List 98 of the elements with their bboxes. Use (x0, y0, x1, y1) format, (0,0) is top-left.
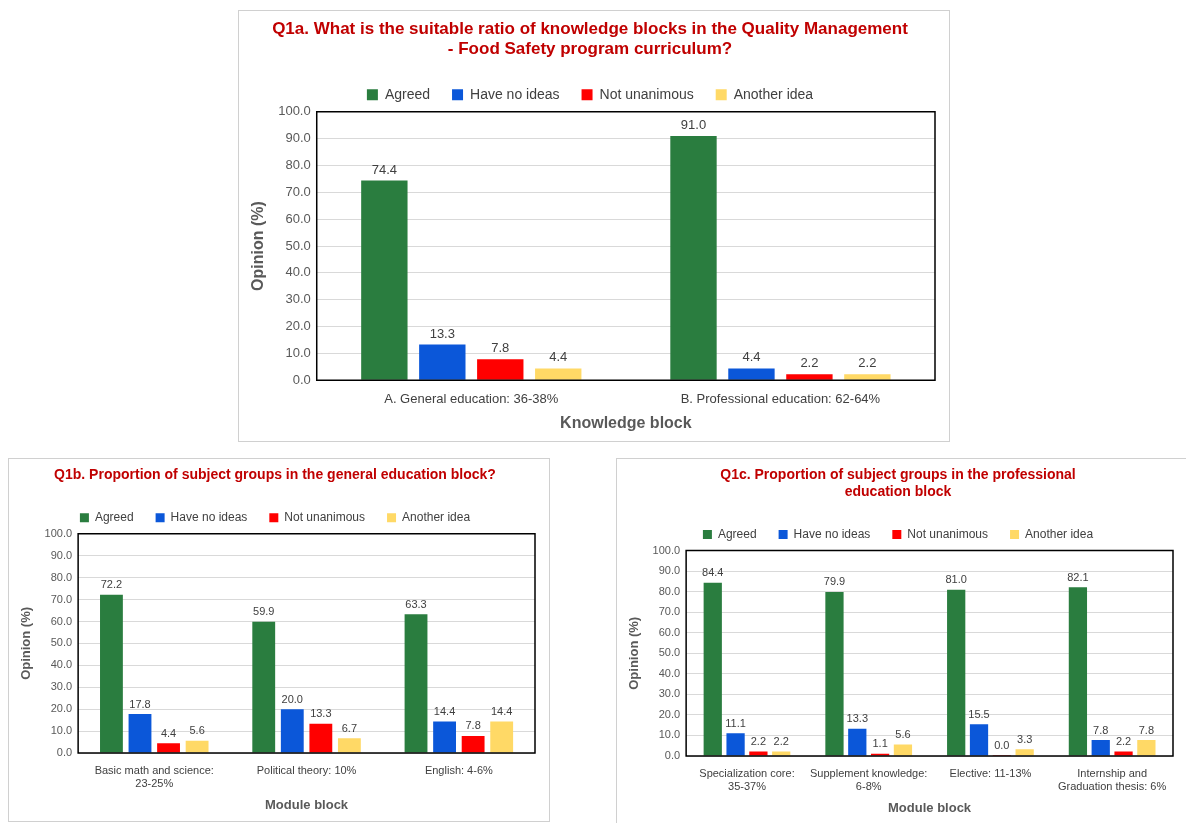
y-tick-label: 80.0 (658, 584, 681, 597)
x-tick-label: Internship and Graduation thesis: 6% (1058, 766, 1167, 792)
data-label: 4.4 (160, 726, 177, 739)
data-label: 17.8 (129, 697, 151, 710)
y-tick-label: 60.0 (50, 614, 73, 627)
data-label: 14.4 (490, 704, 513, 717)
data-label: 1.1 (872, 737, 888, 750)
data-label: 63.3 (405, 597, 427, 610)
x-tick-label: Specialization core: 35-37% (699, 766, 795, 792)
y-tick-label: 60.0 (285, 210, 311, 226)
x-tick-label: A. General education: 36-38% (384, 390, 559, 406)
legend-label: Agreed (717, 526, 757, 541)
y-tick-label: 0.0 (56, 746, 73, 759)
data-label: 72.2 (100, 578, 123, 591)
data-label: 91.0 (680, 117, 707, 133)
y-tick-label: 20.0 (285, 318, 311, 334)
x-axis-title: Module block (265, 796, 349, 812)
y-tick-label: 30.0 (50, 680, 73, 693)
data-label: 3.3 (1017, 732, 1033, 745)
y-tick-label: 90.0 (658, 564, 681, 577)
data-label: 81.0 (945, 573, 967, 586)
chart-title: Q1a. What is the suitable ratio of knowledge blocks in the Quality Management - Food Safety program curriculum? (272, 18, 909, 59)
legend-label: Have no ideas (170, 510, 248, 525)
x-tick-label: Basic math and science: 23-25% (94, 763, 214, 789)
x-tick-label: Supplement knowledge: 6-8% (809, 766, 928, 792)
data-label: 7.8 (1138, 723, 1155, 736)
legend-label: Have no ideas (470, 85, 560, 102)
legend-label: Not unanimous (284, 510, 366, 525)
chart-title: Q1b. Proportion of subject groups in the general education block? (54, 466, 496, 483)
y-tick-label: 100.0 (44, 526, 73, 539)
y-tick-label: 50.0 (658, 646, 681, 659)
y-axis-title: Opinion (%) (249, 201, 267, 291)
y-tick-label: 30.0 (285, 291, 311, 307)
data-label: 2.2 (800, 355, 819, 371)
y-tick-label: 90.0 (285, 130, 311, 146)
y-axis-title: Opinion (%) (18, 606, 34, 680)
data-label: 84.4 (702, 566, 724, 579)
data-label: 5.6 (895, 728, 911, 741)
data-label: 82.1 (1067, 570, 1089, 583)
data-label: 74.4 (371, 161, 398, 177)
legend-label: Another idea (402, 510, 471, 525)
data-label: 7.8 (1093, 723, 1109, 736)
x-tick-label: B. Professional education: 62-64% (680, 390, 881, 406)
y-tick-label: 10.0 (50, 724, 73, 737)
legend-label: Another idea (1025, 526, 1094, 541)
y-tick-label: 10.0 (658, 728, 681, 741)
legend-label: Agreed (94, 510, 134, 525)
y-tick-label: 30.0 (658, 687, 681, 700)
data-label: 4.4 (549, 349, 568, 365)
data-label: 2.2 (1115, 735, 1132, 748)
x-tick-label: Elective: 11-13% (949, 766, 1032, 779)
y-tick-label: 40.0 (285, 264, 311, 280)
y-tick-label: 40.0 (658, 666, 681, 679)
x-axis-title: Module block (888, 799, 972, 815)
x-tick-label: Political theory: 10% (256, 763, 357, 776)
legend-label: Have no ideas (793, 526, 871, 541)
legend-label: Not unanimous (599, 85, 694, 102)
data-label: 13.3 (429, 325, 455, 341)
y-tick-label: 100.0 (652, 543, 681, 556)
data-label: 2.2 (858, 355, 877, 371)
data-label: 4.4 (742, 349, 761, 365)
data-label: 11.1 (725, 716, 746, 729)
data-label: 15.5 (968, 707, 990, 720)
y-tick-label: 100.0 (278, 103, 311, 119)
y-tick-label: 90.0 (50, 548, 73, 561)
legend-label: Not unanimous (907, 526, 989, 541)
data-label: 7.8 (491, 340, 510, 356)
y-tick-label: 50.0 (50, 636, 73, 649)
data-label: 2.2 (750, 735, 767, 748)
data-label: 6.7 (341, 721, 358, 734)
y-tick-label: 70.0 (658, 605, 681, 618)
y-tick-label: 40.0 (50, 658, 73, 671)
y-tick-label: 70.0 (50, 592, 73, 605)
y-axis-title: Opinion (%) (626, 616, 642, 690)
data-label: 5.6 (189, 724, 205, 737)
y-tick-label: 0.0 (664, 749, 681, 762)
data-label: 7.8 (465, 719, 481, 732)
y-tick-label: 70.0 (285, 183, 311, 199)
legend-label: Another idea (733, 85, 814, 102)
y-tick-label: 50.0 (285, 237, 311, 253)
y-tick-label: 60.0 (658, 625, 681, 638)
data-label: 0.0 (994, 738, 1010, 751)
data-label: 13.3 (310, 707, 332, 720)
y-tick-label: 20.0 (658, 707, 681, 720)
data-label: 13.3 (846, 712, 868, 725)
y-tick-label: 80.0 (285, 157, 311, 173)
data-label: 59.9 (253, 605, 275, 618)
legend-label: Agreed (384, 85, 431, 102)
x-tick-label: English: 4-6% (424, 763, 494, 776)
y-tick-label: 0.0 (292, 371, 311, 387)
y-tick-label: 80.0 (50, 570, 73, 583)
data-label: 2.2 (773, 735, 789, 748)
chart-title: Q1c. Proportion of subject groups in the professional education block (720, 466, 1076, 500)
data-label: 14.4 (433, 704, 456, 717)
data-label: 79.9 (823, 575, 846, 588)
y-tick-label: 20.0 (50, 702, 73, 715)
y-tick-label: 10.0 (285, 344, 311, 360)
x-axis-title: Knowledge block (560, 413, 692, 431)
